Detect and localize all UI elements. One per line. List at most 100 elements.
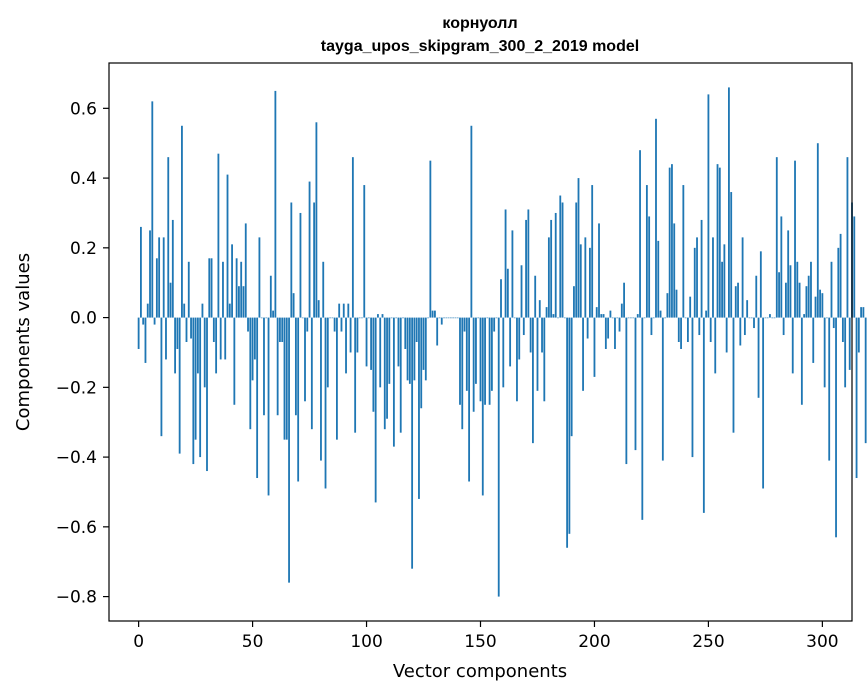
bar-component-29 xyxy=(203,317,206,388)
bar-component-310 xyxy=(844,317,847,388)
bar-component-130 xyxy=(434,310,436,318)
x-axis: 0 50 100 150 200 250 300 xyxy=(133,621,839,652)
bar-component-193 xyxy=(577,178,580,318)
bar-component-234 xyxy=(671,164,673,318)
chart-title: корнуолл xyxy=(442,15,517,32)
bar-component-210 xyxy=(616,317,619,319)
bar-component-91 xyxy=(345,317,347,374)
bar-component-178 xyxy=(543,317,546,402)
bar-component-52 xyxy=(256,317,259,479)
bar-component-28 xyxy=(201,303,204,318)
bar-component-291 xyxy=(800,317,803,405)
bar-component-61 xyxy=(276,317,279,416)
bar-component-12 xyxy=(165,317,167,360)
bar-component-72 xyxy=(301,317,304,319)
bar-component-33 xyxy=(212,317,215,342)
bar-component-298 xyxy=(816,143,819,318)
bar-component-205 xyxy=(604,317,607,349)
bar-component-204 xyxy=(602,314,605,318)
bar-component-258 xyxy=(725,317,728,353)
bar-component-163 xyxy=(509,317,512,367)
bar-component-213 xyxy=(623,282,625,318)
bar-component-14 xyxy=(169,282,172,318)
bar-component-13 xyxy=(167,157,170,318)
bar-component-146 xyxy=(470,125,473,318)
y-axis: −0.8 −0.6 −0.4 −0.2 0.0 0.2 0.4 0.6 xyxy=(56,99,109,608)
bar-component-21 xyxy=(185,317,188,342)
bar-component-77 xyxy=(313,202,316,318)
bar-component-15 xyxy=(171,219,174,318)
bar-component-17 xyxy=(176,317,179,349)
bar-component-30 xyxy=(206,317,208,472)
bar-component-241 xyxy=(686,317,689,342)
bar-component-122 xyxy=(415,317,418,342)
bar-component-289 xyxy=(796,261,799,318)
bar-component-284 xyxy=(784,282,787,318)
bar-component-238 xyxy=(680,317,682,349)
bar-component-89 xyxy=(340,317,343,332)
bar-component-231 xyxy=(664,317,667,319)
bar-component-8 xyxy=(155,258,158,318)
bar-component-264 xyxy=(739,317,742,346)
bar-component-247 xyxy=(700,219,703,318)
bar-component-60 xyxy=(274,90,277,318)
bar-component-4 xyxy=(146,303,149,318)
bar-component-194 xyxy=(579,244,582,318)
bar-component-54 xyxy=(260,317,263,319)
bar-component-152 xyxy=(484,317,486,405)
bar-component-75 xyxy=(308,181,311,318)
bar-component-149 xyxy=(477,317,480,319)
bar-component-283 xyxy=(782,317,785,336)
bar-component-124 xyxy=(420,317,423,409)
bar-component-95 xyxy=(354,317,357,433)
bar-component-151 xyxy=(481,317,484,496)
bar-component-0 xyxy=(137,317,140,349)
bar-component-85 xyxy=(331,317,334,319)
bar-component-143 xyxy=(463,317,466,332)
bar-component-87 xyxy=(336,317,338,440)
bar-component-274 xyxy=(762,317,765,489)
bar-component-189 xyxy=(568,317,571,534)
bar-component-46 xyxy=(242,286,245,318)
bar-component-276 xyxy=(766,317,769,319)
bar-component-83 xyxy=(326,317,329,388)
bar-component-50 xyxy=(251,317,254,381)
x-tick-label: 50 xyxy=(242,632,264,652)
bar-component-94 xyxy=(351,157,354,318)
bar-component-69 xyxy=(294,317,297,416)
bar-component-319 xyxy=(864,317,867,444)
bar-component-297 xyxy=(814,296,817,318)
bar-component-105 xyxy=(377,314,379,318)
bar-component-261 xyxy=(732,317,735,433)
x-axis-label: Vector components xyxy=(393,661,567,682)
bar-component-196 xyxy=(584,237,587,318)
bar-component-116 xyxy=(402,317,404,319)
bar-component-119 xyxy=(408,317,411,384)
bar-component-76 xyxy=(310,317,313,430)
bar-component-118 xyxy=(406,317,409,381)
bar-component-7 xyxy=(153,317,156,325)
bar-component-161 xyxy=(504,209,507,318)
bar-component-70 xyxy=(297,317,300,482)
bar-component-181 xyxy=(550,219,553,318)
bar-component-248 xyxy=(702,317,705,513)
bar-component-67 xyxy=(290,202,293,318)
bar-component-170 xyxy=(525,219,527,318)
bar-component-64 xyxy=(283,317,286,440)
bar-component-187 xyxy=(563,317,566,319)
bar-component-82 xyxy=(324,317,327,489)
bar-component-126 xyxy=(424,317,427,381)
bar-component-292 xyxy=(803,314,806,318)
bar-component-102 xyxy=(370,317,373,370)
bar-component-267 xyxy=(746,300,749,318)
bar-component-1 xyxy=(140,226,142,318)
bar-component-281 xyxy=(778,272,780,318)
bar-component-160 xyxy=(502,317,505,388)
bar-component-106 xyxy=(379,317,382,388)
x-tick-label: 200 xyxy=(578,632,610,652)
bar-component-266 xyxy=(743,317,746,336)
bar-component-20 xyxy=(183,303,186,318)
bar-component-27 xyxy=(199,317,202,458)
bar-component-211 xyxy=(618,317,621,332)
bar-component-236 xyxy=(675,289,678,318)
